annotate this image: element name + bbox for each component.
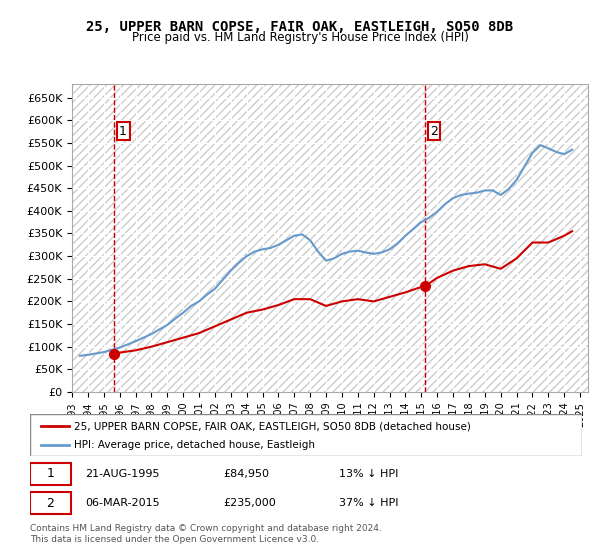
Text: 1: 1	[119, 125, 127, 138]
Text: £84,950: £84,950	[223, 469, 269, 479]
Text: This data is licensed under the Open Government Licence v3.0.: This data is licensed under the Open Gov…	[30, 535, 319, 544]
Text: 2: 2	[430, 125, 438, 138]
Text: Price paid vs. HM Land Registry's House Price Index (HPI): Price paid vs. HM Land Registry's House …	[131, 31, 469, 44]
Text: £235,000: £235,000	[223, 498, 276, 508]
Text: Contains HM Land Registry data © Crown copyright and database right 2024.: Contains HM Land Registry data © Crown c…	[30, 524, 382, 533]
Text: 21-AUG-1995: 21-AUG-1995	[85, 469, 160, 479]
FancyBboxPatch shape	[30, 463, 71, 485]
FancyBboxPatch shape	[30, 492, 71, 515]
Text: 25, UPPER BARN COPSE, FAIR OAK, EASTLEIGH, SO50 8DB: 25, UPPER BARN COPSE, FAIR OAK, EASTLEIG…	[86, 20, 514, 34]
Text: 13% ↓ HPI: 13% ↓ HPI	[339, 469, 398, 479]
Text: 1: 1	[46, 468, 55, 480]
Text: 2: 2	[46, 497, 55, 510]
Text: 25, UPPER BARN COPSE, FAIR OAK, EASTLEIGH, SO50 8DB (detached house): 25, UPPER BARN COPSE, FAIR OAK, EASTLEIG…	[74, 421, 471, 431]
Text: 37% ↓ HPI: 37% ↓ HPI	[339, 498, 398, 508]
FancyBboxPatch shape	[30, 414, 582, 456]
Text: HPI: Average price, detached house, Eastleigh: HPI: Average price, detached house, East…	[74, 440, 315, 450]
Text: 06-MAR-2015: 06-MAR-2015	[85, 498, 160, 508]
